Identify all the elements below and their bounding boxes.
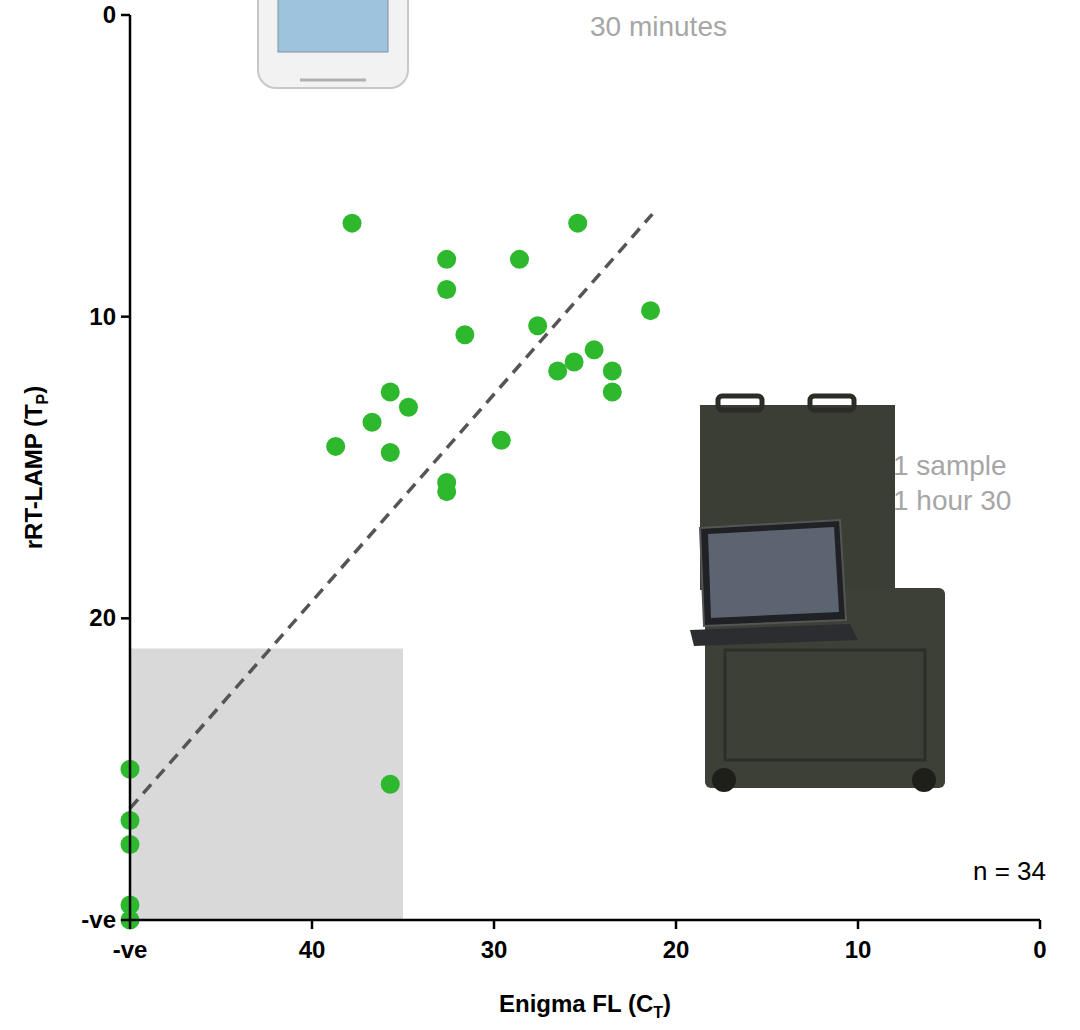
data-point xyxy=(603,361,622,380)
data-point xyxy=(326,437,345,456)
x-tick xyxy=(857,920,860,929)
x-tick xyxy=(1039,920,1042,929)
y-tick-label: 20 xyxy=(89,604,116,631)
data-point xyxy=(641,301,660,320)
y-axis-title: rRT-LAMP (TP) xyxy=(20,386,51,550)
data-point xyxy=(455,325,474,344)
data-point xyxy=(585,340,604,359)
plot-area xyxy=(121,214,661,930)
data-point xyxy=(528,316,547,335)
annotation-time-handheld: 30 minutes xyxy=(590,11,727,42)
y-tick xyxy=(121,919,130,922)
y-tick xyxy=(121,14,130,17)
trend-line xyxy=(130,214,652,808)
x-tick-label: 10 xyxy=(845,936,872,963)
y-tick xyxy=(121,315,130,318)
wheel xyxy=(912,768,936,792)
title-part: Enigma FL (C xyxy=(499,990,653,1017)
x-tick xyxy=(493,920,496,929)
data-point xyxy=(363,413,382,432)
data-point xyxy=(437,280,456,299)
data-point xyxy=(381,443,400,462)
x-tick-label: 40 xyxy=(299,936,326,963)
axes: 0 10 20 -ve -ve 40 30 20 10 0 xyxy=(81,1,1046,963)
data-point xyxy=(437,482,456,501)
handle xyxy=(718,396,762,410)
x-tick-label: -ve xyxy=(113,936,148,963)
laptop-screen xyxy=(700,520,846,626)
chart: 01020-ve-ve403020100Enigma FL (CT)rRT-LA… xyxy=(0,0,1080,1030)
annotation-n: n = 34 xyxy=(973,856,1046,886)
handheld-device xyxy=(258,0,408,88)
title-part: ) xyxy=(663,990,671,1017)
shaded-region xyxy=(130,649,403,921)
title-part: rRT-LAMP (T xyxy=(20,404,47,549)
data-point xyxy=(565,352,584,371)
title-subscript: T xyxy=(653,1004,663,1021)
x-tick xyxy=(129,920,132,929)
data-point xyxy=(381,383,400,402)
case-panel xyxy=(725,650,925,760)
x-axis-line xyxy=(130,919,1040,922)
x-tick-label: 20 xyxy=(663,936,690,963)
data-point xyxy=(510,250,529,269)
x-tick-label: 0 xyxy=(1033,936,1046,963)
x-tick-label: 30 xyxy=(481,936,508,963)
x-axis-title: Enigma FL (CT) xyxy=(499,990,671,1021)
data-point xyxy=(399,398,418,417)
title-part: ) xyxy=(20,386,47,394)
y-axis-line xyxy=(129,15,132,920)
data-point xyxy=(492,431,511,450)
annotation-time-field: 1 hour 30 xyxy=(893,485,1011,516)
laptop-base xyxy=(690,624,858,646)
y-tick-label: 10 xyxy=(89,303,116,330)
device-screen xyxy=(278,0,388,52)
x-tick xyxy=(675,920,678,929)
data-point xyxy=(343,214,362,233)
data-point xyxy=(381,775,400,794)
y-tick-label: 0 xyxy=(103,1,116,28)
handle xyxy=(810,396,854,410)
data-point xyxy=(603,383,622,402)
data-point xyxy=(548,361,567,380)
laptop-display xyxy=(708,527,839,618)
y-tick xyxy=(121,617,130,620)
data-point xyxy=(437,250,456,269)
title-subscript: P xyxy=(34,393,51,404)
device-vent xyxy=(300,79,366,82)
y-tick-label: -ve xyxy=(81,906,116,933)
annotation-samples-field: 1 sample xyxy=(893,450,1007,481)
data-point xyxy=(568,214,587,233)
wheel xyxy=(712,768,736,792)
x-tick xyxy=(311,920,314,929)
